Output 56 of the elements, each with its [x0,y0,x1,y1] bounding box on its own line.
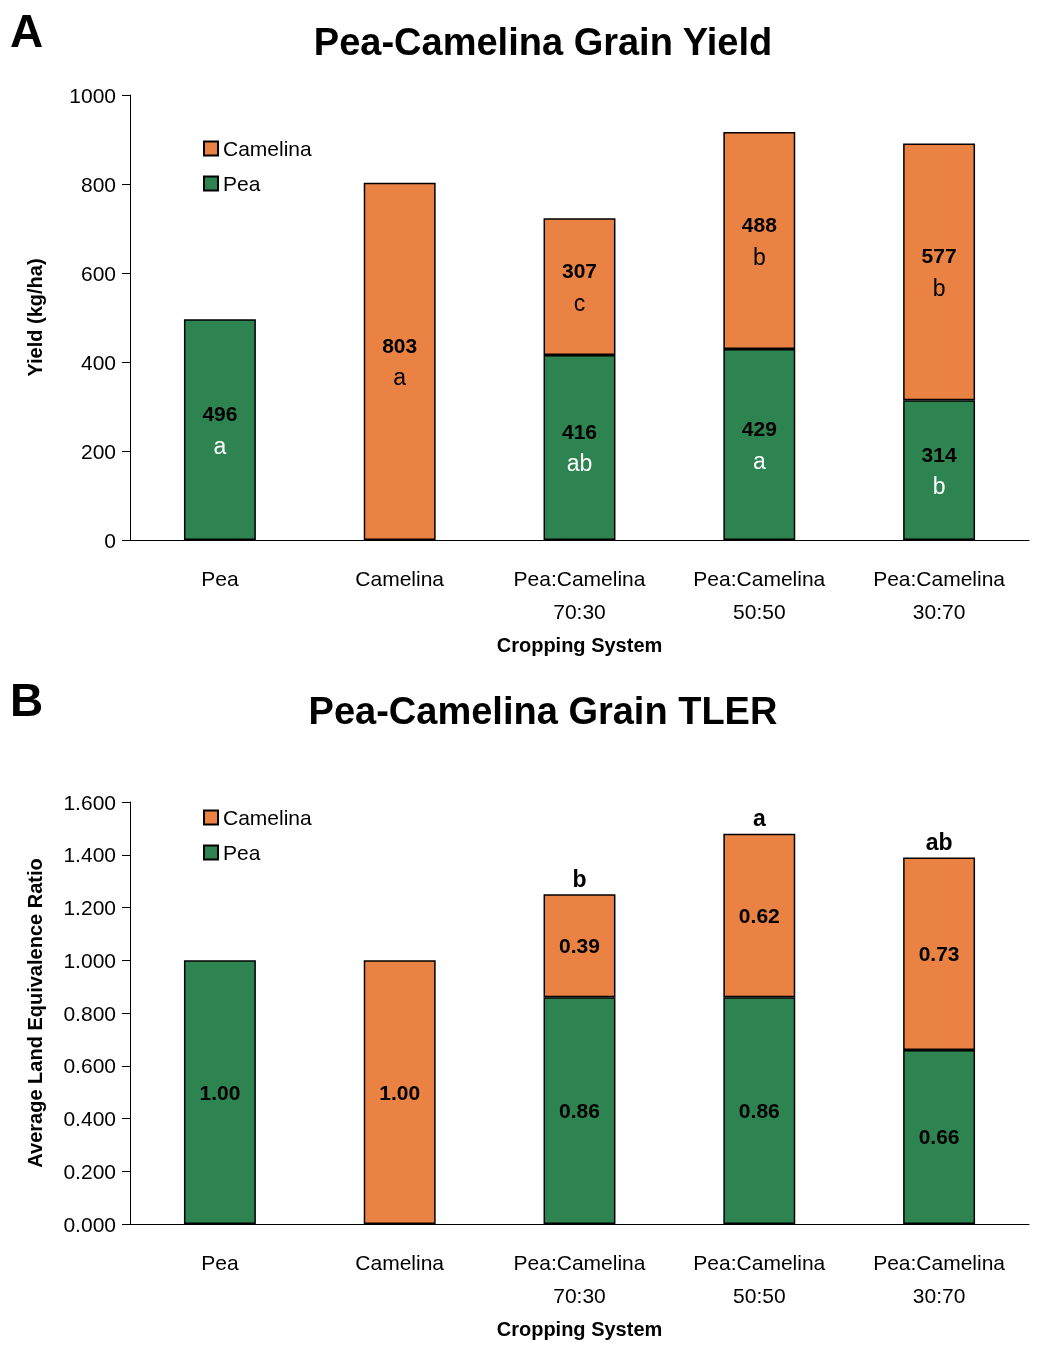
y-tick-label: 200 [80,439,116,463]
data-label: 0.86 [559,1099,600,1123]
data-label: 803 a [382,333,418,391]
y-tick-label: 0.200 [63,1159,116,1183]
data-label: 0.39 [559,934,600,958]
data-label: 488 b [741,213,778,270]
legend-label: Pea [223,841,261,864]
annotation: ab [925,828,953,855]
chart-title: Pea-Camelina Grain TLER [308,690,778,732]
x-tick-label: Pea [201,567,239,590]
x-tick-label: Pea:Camelina 30:70 [873,567,1006,623]
data-label: 0.62 [738,903,780,927]
data-label: 0.73 [918,942,960,966]
y-tick-label: 0.800 [63,1001,116,1025]
data-label: 1.00 [379,1080,421,1104]
data-label: 416 ab [561,419,598,477]
data-label: 307 c [561,259,598,316]
y-tick-label: 1.000 [63,948,116,972]
data-label: 0.66 [918,1125,960,1149]
data-label: 429 a [741,417,777,474]
x-tick-label: Camelina [355,567,445,590]
data-label: 0.86 [738,1099,780,1123]
text: A [10,5,44,57]
data-label: 1.00 [199,1080,241,1104]
x-tick-label: Pea [201,1251,239,1274]
y-axis-title: Average Land Equivalence Ratio [24,858,46,1168]
y-tick-label: 800 [80,172,116,196]
text: B [10,674,44,726]
y-tick-label: 600 [80,261,116,285]
x-tick-label: Pea:Camelina 30:70 [873,1251,1006,1307]
y-tick-label: 0.400 [63,1107,116,1130]
x-tick-label: Pea:Camelina 50:50 [693,1251,826,1307]
data-label: 496 a [202,402,238,459]
y-tick-label: 1.200 [63,896,116,919]
x-axis-title: Cropping System [496,1318,663,1340]
y-tick-label: 0 [104,528,116,552]
y-tick-label: 0.000 [63,1212,116,1236]
x-axis-title: Cropping System [496,634,663,656]
legend-label: Pea [223,172,261,195]
x-tick-label: Pea:Camelina 70:30 [513,567,646,623]
x-tick-label: Pea:Camelina 50:50 [693,567,826,623]
y-tick-label: 1.400 [63,843,116,867]
data-label: 314 b [921,442,957,500]
annotation: a [752,805,766,832]
data-label: 577 b [921,244,957,301]
annotation: b [572,865,587,892]
y-tick-label: 400 [80,350,116,374]
legend-label: Camelina [223,137,313,160]
y-axis-title: Yield (kg/ha) [24,258,46,377]
y-tick-label: 0.600 [63,1054,116,1078]
x-tick-label: Pea:Camelina 70:30 [513,1251,646,1307]
y-tick-label: 1000 [69,83,116,107]
y-tick-label: 1.600 [63,790,116,814]
legend-label: Camelina [223,806,313,829]
chart-title: Pea-Camelina Grain Yield [313,21,773,63]
x-tick-label: Camelina [355,1251,445,1274]
